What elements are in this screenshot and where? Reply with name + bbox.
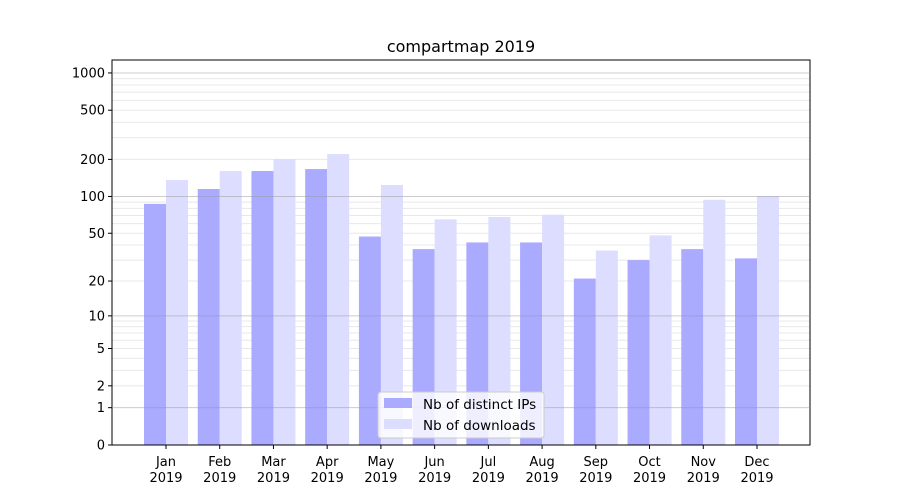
bar-downloads xyxy=(542,214,565,445)
x-tick-label: Jul 2019 xyxy=(472,455,505,486)
bar-downloads xyxy=(434,219,457,445)
bar-downloads xyxy=(703,199,726,445)
bar-downloads xyxy=(327,154,350,445)
plot-frame xyxy=(111,59,811,446)
y-tick-label: 10 xyxy=(88,309,105,324)
bar-downloads xyxy=(166,180,188,446)
y-tick-label: 1 xyxy=(97,401,105,416)
y-tick-label: 1000 xyxy=(72,66,105,81)
bars xyxy=(144,154,779,446)
x-tick-label: Sep 2019 xyxy=(579,455,612,486)
chart-title: compartmap 2019 xyxy=(387,37,535,56)
x-tick-label: May 2019 xyxy=(364,455,397,486)
x-tick-label: Jun 2019 xyxy=(418,455,451,486)
legend-swatch-downloads xyxy=(384,419,412,429)
bar-ips xyxy=(627,260,650,445)
bar-downloads xyxy=(273,159,296,446)
y-tick-label: 200 xyxy=(80,153,105,168)
legend-label-ips: Nb of distinct IPs xyxy=(423,397,536,413)
x-tick-label: Apr 2019 xyxy=(311,455,344,486)
bar-downloads xyxy=(595,250,618,445)
bar-ips xyxy=(251,171,274,445)
bar-downloads xyxy=(757,195,779,445)
bar-ips xyxy=(358,236,381,445)
x-tick-label: Aug 2019 xyxy=(526,455,559,486)
legend: Nb of distinct IPs Nb of downloads xyxy=(377,391,545,439)
bar-ips xyxy=(305,169,328,445)
bar-downloads xyxy=(649,235,672,445)
x-tick-label: Nov 2019 xyxy=(687,455,720,486)
bar-ips xyxy=(197,189,220,445)
y-tick-label: 0 xyxy=(97,439,105,454)
x-tick-label: Feb 2019 xyxy=(203,455,236,486)
legend-label-downloads: Nb of downloads xyxy=(423,418,536,434)
y-tick-label: 500 xyxy=(80,104,105,119)
y-tick-label: 100 xyxy=(80,190,105,205)
y-tick-label: 50 xyxy=(88,227,105,242)
y-tick-label: 2 xyxy=(97,379,105,394)
x-axis: Jan 2019 Feb 2019 Mar 2019 Apr 2019 May 2019 Jun 20… xyxy=(149,445,774,486)
legend-swatch-ips xyxy=(384,398,412,408)
bar-downloads xyxy=(380,184,403,445)
y-tick-label: 5 xyxy=(97,342,105,357)
bar-ips xyxy=(573,278,596,445)
x-tick-label: Mar 2019 xyxy=(257,455,290,486)
bar-ips xyxy=(144,203,166,445)
y-axis: 0 1 2 5 10 20 50 100 200 500 1000 xyxy=(72,66,112,454)
x-tick-label: Dec 2019 xyxy=(740,455,773,486)
x-tick-label: Jan 2019 xyxy=(149,455,182,486)
bar-ips xyxy=(681,249,704,445)
y-tick-label: 20 xyxy=(88,275,105,290)
bar-ips xyxy=(735,258,757,445)
legend-frame xyxy=(377,391,545,439)
x-tick-label: Oct 2019 xyxy=(633,455,666,486)
bar-downloads xyxy=(488,216,511,445)
bar-downloads xyxy=(219,171,242,445)
